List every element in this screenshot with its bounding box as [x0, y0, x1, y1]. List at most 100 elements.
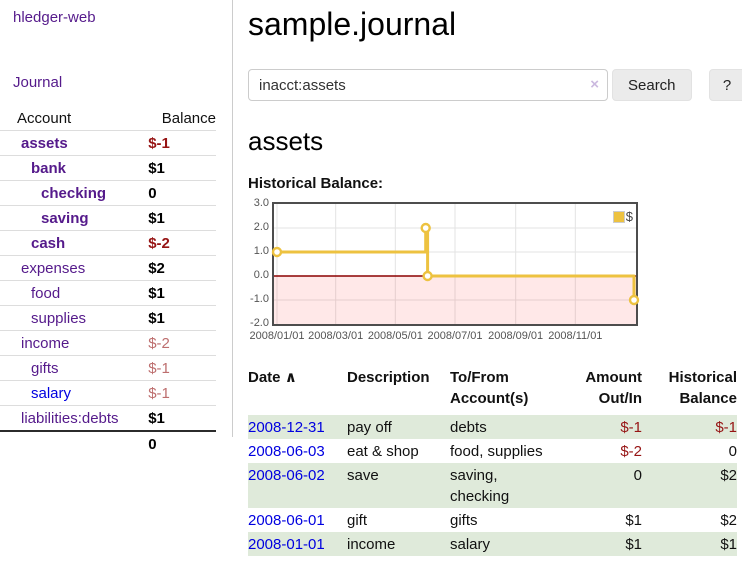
register-header-balance: Historical Balance	[668, 369, 737, 407]
transaction-date-link[interactable]: 2008-01-01	[248, 536, 325, 553]
transaction-description: save	[347, 467, 379, 484]
transaction-amount: 0	[633, 467, 642, 484]
account-row: saving $1	[0, 205, 216, 231]
sidebar-item-journal[interactable]: Journal	[13, 74, 63, 91]
account-row: liabilities:debts $1	[0, 405, 216, 432]
search-form: × Search ?	[248, 69, 742, 101]
transaction-row: 2008-06-03 eat & shop food, supplies $-2 0	[248, 439, 737, 463]
account-link[interactable]: gifts	[31, 360, 59, 377]
y-axis-tick-label: 0.0	[253, 269, 269, 281]
transaction-accounts: gifts	[450, 512, 478, 529]
account-row: income $-2	[0, 330, 216, 356]
chart-title: Historical Balance:	[248, 175, 384, 192]
sidebar: hledger-web Journal Account Balance asse…	[0, 0, 232, 582]
transaction-balance: $-1	[715, 419, 737, 436]
x-axis-tick-label: 2008/09/01	[488, 330, 544, 342]
page-title: sample.journal	[248, 6, 457, 42]
legend-swatch-icon	[612, 210, 625, 223]
accounts-header-row: Account Balance	[0, 106, 216, 131]
account-row: supplies $1	[0, 305, 216, 331]
chart-legend: $	[612, 209, 633, 224]
account-balance: $-2	[148, 235, 170, 252]
main-content: sample.journal × Search ? assets Histori…	[232, 0, 742, 582]
account-balance: $2	[148, 260, 165, 277]
account-row: food $1	[0, 280, 216, 306]
y-axis-tick-label: -1.0	[250, 293, 269, 305]
account-balance: $1	[148, 210, 165, 227]
account-balance: $-1	[148, 385, 170, 402]
register-table: Date ∧ Description To/From Account(s) Am…	[248, 365, 737, 556]
transaction-description: gift	[347, 512, 368, 529]
help-button[interactable]: ?	[708, 69, 742, 101]
search-input[interactable]	[248, 69, 608, 101]
historical-balance-chart: 3.0 2.0 1.0 0.0 -1.0 -2.0 $ 2008/01/01 2008/03…	[248, 197, 742, 348]
y-axis-tick-label: 1.0	[253, 245, 269, 257]
account-row: cash $-2	[0, 230, 216, 256]
account-link[interactable]: salary	[31, 385, 72, 402]
account-link[interactable]: supplies	[31, 310, 87, 327]
transaction-balance: $1	[720, 536, 737, 553]
account-balance: $1	[148, 310, 165, 327]
search-button[interactable]: Search	[612, 69, 692, 101]
transaction-balance: 0	[728, 443, 737, 460]
transaction-accounts: saving, checking	[450, 467, 510, 505]
register-header-date[interactable]: Date ∧	[248, 369, 297, 386]
transaction-date-link[interactable]: 2008-06-03	[248, 443, 325, 460]
transaction-accounts: food, supplies	[450, 443, 543, 460]
account-row: gifts $-1	[0, 355, 216, 381]
account-link[interactable]: food	[31, 285, 61, 302]
transaction-amount: $-2	[620, 443, 642, 460]
sidebar-divider	[232, 0, 233, 437]
account-heading: assets	[248, 126, 324, 156]
account-balance: 0	[148, 185, 157, 202]
accounts-header-account: Account	[17, 110, 72, 127]
account-balance: $-1	[148, 360, 170, 377]
clear-search-icon[interactable]: ×	[590, 76, 599, 93]
chart-plot-area: $	[271, 202, 640, 326]
transaction-date-link[interactable]: 2008-12-31	[248, 419, 325, 436]
accounts-total-value: 0	[148, 436, 157, 453]
transaction-description: income	[347, 536, 396, 553]
transaction-balance: $2	[720, 512, 737, 529]
accounts-table: Account Balance assets $-1 bank $1 checking 0…	[0, 106, 216, 456]
transaction-row: 2008-01-01 income salary $1 $1	[248, 532, 737, 556]
account-row: salary $-1	[0, 380, 216, 406]
account-row: expenses $2	[0, 255, 216, 281]
account-link[interactable]: bank	[31, 160, 67, 177]
sort-ascending-icon: ∧	[284, 369, 297, 386]
account-balance: $-1	[148, 135, 170, 152]
x-axis-tick-label: 2008/03/01	[308, 330, 364, 342]
x-axis-tick-label: 2008/01/01	[249, 330, 305, 342]
x-axis-tick-label: 2008/05/01	[367, 330, 423, 342]
transaction-accounts: salary	[450, 536, 491, 553]
account-link[interactable]: liabilities:debts	[21, 410, 119, 427]
account-link[interactable]: assets	[21, 135, 68, 152]
account-link[interactable]: checking	[41, 185, 107, 202]
x-axis-tick-label: 2008/11/01	[548, 330, 603, 342]
account-row: checking 0	[0, 180, 216, 206]
y-axis-tick-label: -2.0	[250, 317, 269, 329]
transaction-description: eat & shop	[347, 443, 419, 460]
account-balance: $1	[148, 160, 165, 177]
y-axis-tick-label: 2.0	[253, 221, 269, 233]
accounts-header-balance: Balance	[161, 110, 216, 127]
account-link[interactable]: cash	[31, 235, 66, 252]
legend-label: $	[625, 209, 633, 224]
account-row: bank $1	[0, 155, 216, 181]
accounts-total-row: 0	[0, 431, 216, 456]
account-link[interactable]: income	[21, 335, 70, 352]
transaction-amount: $1	[625, 512, 642, 529]
account-link[interactable]: expenses	[21, 260, 86, 277]
account-link[interactable]: saving	[41, 210, 89, 227]
register-header-description: Description	[347, 369, 430, 386]
register-header-tofrom: To/From Account(s)	[450, 369, 529, 407]
transaction-balance: $2	[720, 467, 737, 484]
transaction-date-link[interactable]: 2008-06-02	[248, 467, 325, 484]
transaction-date-link[interactable]: 2008-06-01	[248, 512, 325, 529]
account-row: assets $-1	[0, 130, 216, 156]
transaction-accounts: debts	[450, 419, 487, 436]
account-balance: $1	[148, 285, 165, 302]
app-title-link[interactable]: hledger-web	[13, 9, 96, 26]
y-axis-tick-label: 3.0	[253, 197, 269, 209]
